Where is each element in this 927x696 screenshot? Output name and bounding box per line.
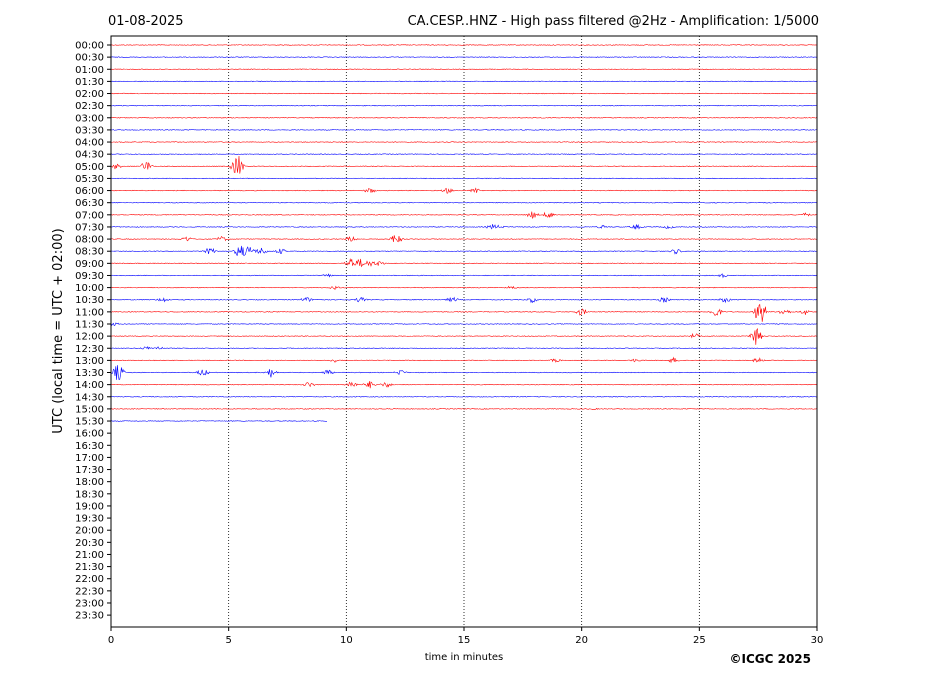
x-axis-label: time in minutes bbox=[425, 652, 504, 663]
y-tick-label: 18:30 bbox=[75, 489, 104, 500]
trace-row-0300 bbox=[110, 117, 817, 119]
trace-row-1200 bbox=[110, 327, 817, 345]
y-tick-label: 02:30 bbox=[75, 101, 104, 112]
y-tick-label: 05:00 bbox=[75, 162, 104, 173]
trace-row-0800 bbox=[110, 235, 817, 243]
trace-row-0230 bbox=[110, 104, 817, 107]
trace-row-1530 bbox=[110, 420, 328, 422]
x-tick-label: 25 bbox=[693, 635, 706, 646]
y-tick-label: 09:00 bbox=[75, 259, 104, 270]
y-tick-label: 00:00 bbox=[75, 41, 104, 52]
y-tick-label: 02:00 bbox=[75, 89, 104, 100]
y-tick-label: 23:00 bbox=[75, 598, 104, 609]
y-tick-label: 14:00 bbox=[75, 380, 104, 391]
trace-rows bbox=[110, 44, 817, 422]
y-tick-label: 20:00 bbox=[75, 526, 104, 537]
chart-title: CA.CESP..HNZ - High pass filtered @2Hz -… bbox=[408, 14, 819, 29]
trace-row-0000 bbox=[110, 44, 817, 46]
trace-row-0530 bbox=[110, 177, 817, 180]
y-axis-label: UTC (local time = UTC + 02:00) bbox=[51, 228, 66, 433]
y-tick-label: 22:30 bbox=[75, 586, 104, 597]
trace-row-1130 bbox=[110, 322, 817, 326]
x-tick-label: 15 bbox=[458, 635, 471, 646]
trace-row-0930 bbox=[110, 273, 817, 279]
trace-row-0130 bbox=[110, 80, 817, 83]
y-tick-label: 18:00 bbox=[75, 477, 104, 488]
y-tick-label: 10:30 bbox=[75, 295, 104, 306]
y-tick-label: 17:00 bbox=[75, 453, 104, 464]
y-tick-label: 21:00 bbox=[75, 550, 104, 561]
y-tick-label: 10:00 bbox=[75, 283, 104, 294]
trace-row-1430 bbox=[110, 396, 817, 398]
trace-row-1500 bbox=[110, 407, 817, 411]
trace-row-0330 bbox=[110, 129, 817, 131]
y-tick-label: 12:00 bbox=[75, 332, 104, 343]
trace-row-0100 bbox=[110, 68, 817, 70]
trace-row-1000 bbox=[111, 285, 817, 291]
y-tick-label: 04:30 bbox=[75, 150, 104, 161]
y-tick-label: 14:30 bbox=[75, 392, 104, 403]
trace-row-0830 bbox=[110, 245, 817, 257]
y-tick-label: 13:00 bbox=[75, 356, 104, 367]
y-tick-label: 19:30 bbox=[75, 514, 104, 525]
y-tick-label: 16:30 bbox=[75, 441, 104, 452]
x-tick-label: 20 bbox=[575, 635, 588, 646]
vertical-grid bbox=[228, 36, 700, 627]
trace-row-0400 bbox=[110, 141, 817, 143]
trace-row-0430 bbox=[110, 153, 817, 155]
y-axis-ticks: 00:0000:3001:0001:3002:0002:3003:0003:30… bbox=[75, 41, 111, 622]
x-tick-label: 10 bbox=[340, 635, 353, 646]
plot-frame bbox=[110, 35, 818, 628]
y-tick-label: 21:30 bbox=[75, 562, 104, 573]
y-tick-label: 19:00 bbox=[75, 501, 104, 512]
y-tick-label: 13:30 bbox=[75, 368, 104, 379]
trace-row-0200 bbox=[110, 92, 817, 95]
y-tick-label: 11:30 bbox=[75, 319, 104, 330]
y-tick-label: 04:00 bbox=[75, 138, 104, 149]
x-tick-label: 5 bbox=[225, 635, 231, 646]
trace-row-1300 bbox=[110, 356, 817, 364]
y-tick-label: 16:00 bbox=[75, 429, 104, 440]
trace-row-1100 bbox=[110, 303, 817, 322]
y-tick-label: 03:00 bbox=[75, 113, 104, 124]
y-tick-label: 01:30 bbox=[75, 77, 104, 88]
y-tick-label: 05:30 bbox=[75, 174, 104, 185]
y-tick-label: 20:30 bbox=[75, 538, 104, 549]
y-tick-label: 12:30 bbox=[75, 344, 104, 355]
y-tick-label: 15:00 bbox=[75, 404, 104, 415]
trace-row-0730 bbox=[110, 224, 817, 230]
y-tick-label: 06:30 bbox=[75, 198, 104, 209]
copyright-label: ©ICGC 2025 bbox=[729, 652, 811, 666]
x-axis-ticks: 0 5 10 15 20 25 30 bbox=[108, 627, 824, 646]
y-tick-label: 08:30 bbox=[75, 247, 104, 258]
y-tick-label: 07:30 bbox=[75, 222, 104, 233]
y-tick-label: 01:00 bbox=[75, 65, 104, 76]
y-tick-label: 22:00 bbox=[75, 574, 104, 585]
trace-row-0700 bbox=[110, 211, 817, 219]
y-tick-label: 06:00 bbox=[75, 186, 104, 197]
y-tick-label: 07:00 bbox=[75, 210, 104, 221]
trace-row-1400 bbox=[110, 381, 817, 389]
y-tick-label: 08:00 bbox=[75, 235, 104, 246]
trace-row-1230 bbox=[110, 345, 817, 350]
x-tick-label: 0 bbox=[108, 635, 114, 646]
chart-date: 01-08-2025 bbox=[108, 14, 184, 29]
trace-row-1030 bbox=[110, 296, 817, 304]
y-tick-label: 15:30 bbox=[75, 417, 104, 428]
x-tick-label: 30 bbox=[811, 635, 824, 646]
trace-row-0900 bbox=[110, 258, 817, 268]
y-tick-label: 00:30 bbox=[75, 53, 104, 64]
y-tick-label: 03:30 bbox=[75, 125, 104, 136]
trace-row-1330 bbox=[110, 365, 817, 380]
y-tick-label: 23:30 bbox=[75, 611, 104, 622]
trace-row-0600 bbox=[110, 187, 817, 194]
y-tick-label: 17:30 bbox=[75, 465, 104, 476]
trace-row-0500 bbox=[110, 156, 817, 174]
y-tick-label: 09:30 bbox=[75, 271, 104, 282]
trace-row-0030 bbox=[110, 56, 817, 58]
y-tick-label: 11:00 bbox=[75, 307, 104, 318]
trace-row-0630 bbox=[111, 201, 817, 204]
